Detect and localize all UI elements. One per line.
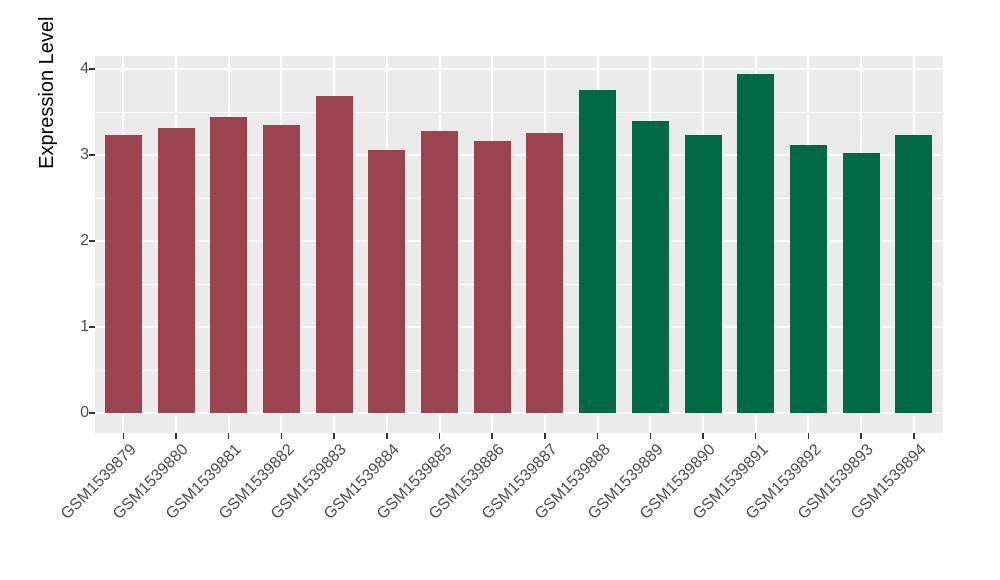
x-axis-tick — [175, 433, 177, 439]
y-tick-label: 3 — [80, 146, 89, 163]
y-tick-label: 0 — [80, 404, 89, 421]
gridline-minor — [95, 369, 943, 371]
x-axis-tick — [438, 433, 441, 439]
x-axis-tick — [754, 433, 757, 439]
bar-GSM1539888 — [579, 89, 617, 413]
bar-GSM1539893 — [842, 153, 880, 413]
x-axis-tick — [860, 433, 862, 439]
bar-GSM1539890 — [684, 135, 722, 413]
gridline-minor — [95, 111, 943, 113]
y-axis-tick — [89, 326, 95, 328]
x-axis-tick — [544, 433, 546, 439]
gridline-major — [95, 326, 943, 328]
gridline-major — [95, 240, 943, 242]
y-axis-title: Expression Level — [36, 16, 58, 169]
x-axis-tick — [807, 433, 810, 439]
x-axis-tick — [386, 433, 388, 439]
x-axis-tick — [227, 433, 230, 439]
x-axis-tick — [280, 433, 283, 439]
gridline-major — [95, 412, 943, 414]
x-axis-tick — [913, 433, 915, 439]
x-axis-tick — [491, 433, 493, 439]
bar-GSM1539884 — [368, 149, 406, 413]
gridline-minor — [95, 283, 943, 285]
gridline-minor — [95, 197, 943, 199]
x-axis-tick — [122, 433, 125, 439]
bar-GSM1539879 — [104, 135, 142, 413]
x-axis-tick — [333, 433, 335, 439]
bar-GSM1539887 — [526, 132, 564, 413]
bar-GSM1539885 — [421, 130, 458, 413]
x-axis-tick — [702, 433, 704, 439]
bar-GSM1539880 — [157, 128, 195, 413]
y-tick-label: 2 — [80, 232, 89, 249]
bar-GSM1539881 — [210, 117, 248, 413]
y-axis-tick — [89, 154, 95, 156]
bar-GSM1539891 — [737, 74, 775, 413]
gridline-major — [95, 154, 943, 156]
bar-GSM1539894 — [895, 135, 933, 413]
gridline-major — [95, 68, 943, 70]
y-axis-tick — [89, 240, 95, 242]
x-axis-tick — [596, 433, 599, 439]
bar-GSM1539882 — [262, 124, 300, 413]
y-tick-label: 1 — [80, 318, 89, 335]
y-tick-label: 4 — [80, 60, 89, 77]
bar-GSM1539883 — [315, 95, 353, 413]
x-axis-tick — [649, 433, 652, 439]
y-axis-tick — [89, 68, 95, 70]
y-axis-tick — [89, 412, 95, 414]
bar-GSM1539892 — [789, 144, 827, 413]
bar-GSM1539889 — [631, 120, 669, 413]
bar-GSM1539886 — [473, 141, 511, 413]
